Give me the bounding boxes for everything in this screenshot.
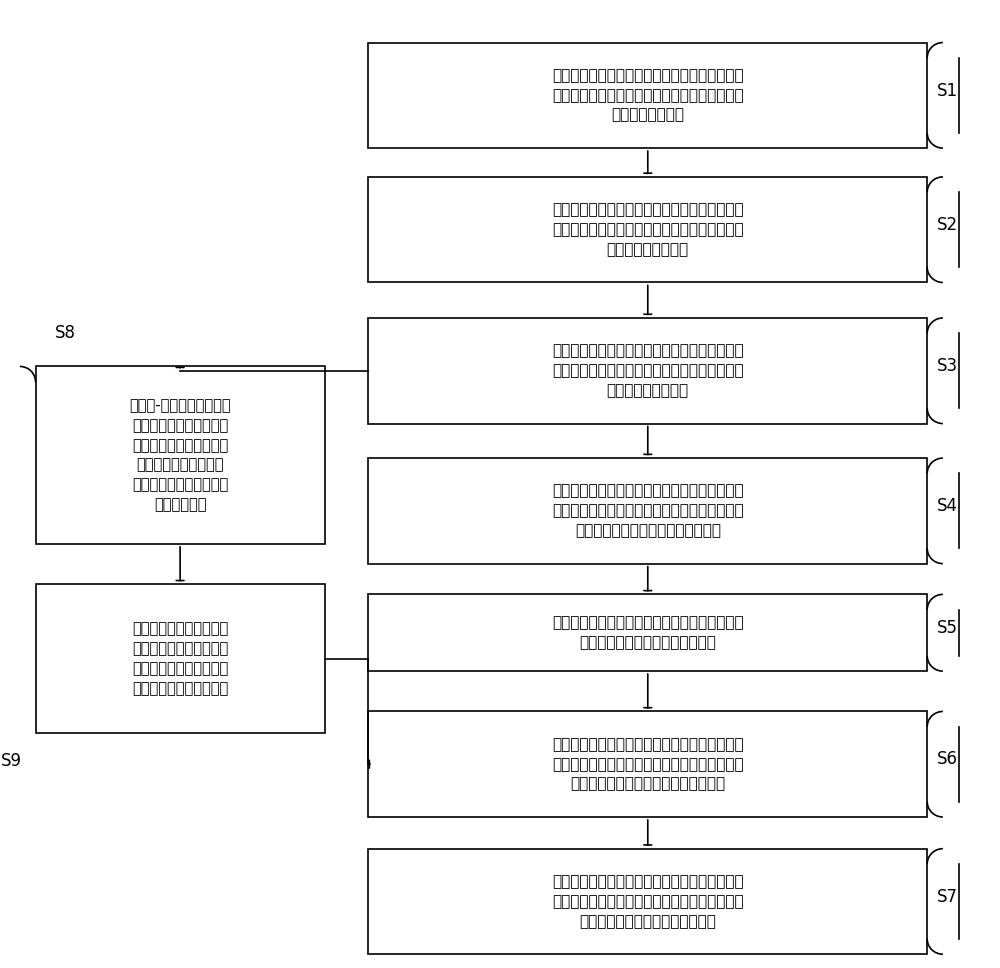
Bar	[368, 711, 927, 817]
Bar	[36, 585, 325, 733]
Text: 服务器广播完善的登录码，欲通过在线方式加入
实体课堂的用户接收广播后，在服务器上完成身
份认证获得登录码，通过服务器登录: 服务器广播完善的登录码，欲通过在线方式加入 实体课堂的用户接收广播后，在服务器上…	[552, 484, 744, 538]
Text: 全量重发模块读取登录前
的录制数据，全量下发至
当前用户后，再将用户登
录码下发至电子交互白板: 全量重发模块读取登录前 的录制数据，全量下发至 当前用户后，再将用户登 录码下发…	[132, 621, 228, 696]
Bar	[368, 318, 927, 424]
Bar	[368, 43, 927, 148]
Text: S2: S2	[937, 216, 958, 234]
Text: S3: S3	[937, 357, 958, 375]
Bar	[368, 177, 927, 283]
Text: 初次确认用户列表后，开启实体课堂内的摄像设
备，连接电子交互白板，生成融合实体课堂的在
线课堂，同时服务器开启录制模式: 初次确认用户列表后，开启实体课堂内的摄像设 备，连接电子交互白板，生成融合实体课…	[552, 874, 744, 928]
Text: S6: S6	[937, 750, 958, 769]
Text: 实体课堂启动电子交互白板，并向服务器发送连
接请求，服务器为实体课堂分配动态标识，白板
与服务器通讯连接: 实体课堂启动电子交互白板，并向服务器发送连 接请求，服务器为实体课堂分配动态标识…	[552, 68, 744, 123]
Bar	[368, 849, 927, 954]
Text: 服务器接收到登录码后生成密钥信息并通知电子
交互白板，生成可同时被服务器和电子交互白板
识别的完善的登录码: 服务器接收到登录码后生成密钥信息并通知电子 交互白板，生成可同时被服务器和电子交…	[552, 344, 744, 398]
Text: 当在线-融合课堂进行中，
服务器端接收到登录请求
时，下发至用户的登录码
补充位生效；用户登录
时，补充位启动服务器的
全量重发模块: 当在线-融合课堂进行中， 服务器端接收到登录请求 时，下发至用户的登录码 补充位…	[129, 398, 231, 512]
Bar	[36, 367, 325, 544]
Text: 电子交互白板基于动态标识生成登录码，登录码
中包含类别位、信息位、密钥位、补充位，并将
登录码上传至服务器: 电子交互白板基于动态标识生成登录码，登录码 中包含类别位、信息位、密钥位、补充位…	[552, 202, 744, 257]
Text: S9: S9	[1, 752, 22, 771]
Text: 服务器基于信息位的动态标识将与当前实体课堂
对应的登录码下发至电子交互白板: 服务器基于信息位的动态标识将与当前实体课堂 对应的登录码下发至电子交互白板	[552, 616, 744, 650]
Bar	[368, 458, 927, 563]
Text: 电子交互白板进行密钥解析及类别识别后，根据
类别向用户提供电子交互白板的接入权限，开放
本地资源或远程资源，并形成用户列表: 电子交互白板进行密钥解析及类别识别后，根据 类别向用户提供电子交互白板的接入权限…	[552, 737, 744, 792]
Text: S5: S5	[937, 619, 958, 637]
Text: S1: S1	[937, 81, 958, 100]
Text: S4: S4	[937, 498, 958, 515]
Bar	[368, 594, 927, 671]
Text: S8: S8	[55, 324, 76, 343]
Text: S7: S7	[937, 888, 958, 906]
